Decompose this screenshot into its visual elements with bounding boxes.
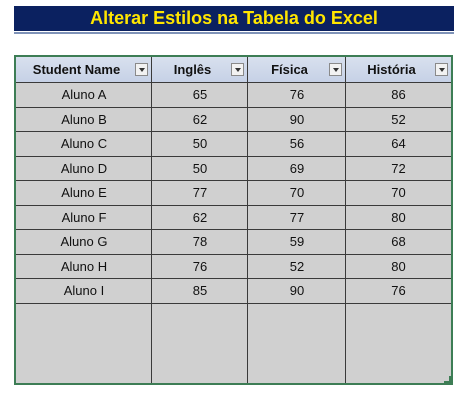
table-row[interactable]: Aluno G 78 59 68	[16, 230, 451, 255]
table-row[interactable]: Aluno B 62 90 52	[16, 108, 451, 132]
chevron-down-icon	[138, 67, 145, 72]
cell-ingles[interactable]: 76	[192, 258, 208, 274]
page-title: Alterar Estilos na Tabela do Excel	[90, 8, 378, 28]
column-header-label: Inglês	[173, 62, 212, 77]
cell-fisica[interactable]: 52	[289, 258, 305, 274]
table-row[interactable]: Aluno E 77 70 70	[16, 181, 451, 206]
cell-student-name[interactable]: Aluno G	[60, 234, 108, 250]
cell-ingles[interactable]: 77	[192, 185, 208, 201]
cell-ingles[interactable]: 78	[192, 234, 208, 250]
excel-table: Student Name Inglês Física História	[14, 55, 453, 385]
filter-dropdown-button[interactable]	[329, 63, 342, 76]
cell-historia[interactable]: 52	[391, 111, 406, 127]
column-header-ingles[interactable]: Inglês	[152, 57, 248, 82]
cell-historia[interactable]: 68	[391, 234, 406, 250]
cell-ingles[interactable]: 65	[192, 87, 208, 103]
cell-historia[interactable]: 80	[391, 209, 406, 225]
table-row[interactable]: Aluno H 76 52 80	[16, 255, 451, 279]
cell-student-name[interactable]: Aluno C	[60, 136, 108, 152]
cell-historia[interactable]: 76	[391, 283, 406, 299]
table-row[interactable]: Aluno A 65 76 86	[16, 83, 451, 108]
cell-student-name[interactable]: Aluno F	[61, 209, 107, 225]
column-header-label: Student Name	[32, 62, 121, 77]
table-header-row: Student Name Inglês Física História	[16, 57, 451, 83]
cell-historia[interactable]: 64	[391, 136, 406, 152]
cell-historia[interactable]: 86	[391, 87, 406, 103]
table-body: Aluno A 65 76 86 Aluno B 62 90 52 Aluno …	[16, 83, 451, 383]
title-underline	[14, 32, 454, 34]
table-row[interactable]: Aluno C 50 56 64	[16, 132, 451, 157]
cell-student-name[interactable]: Aluno H	[60, 258, 108, 274]
column-header-fisica[interactable]: Física	[248, 57, 346, 82]
cell-ingles[interactable]: 50	[192, 160, 208, 176]
cell-fisica[interactable]: 69	[289, 160, 305, 176]
cell-fisica[interactable]: 90	[289, 283, 305, 299]
table-row[interactable]: Aluno D 50 69 72	[16, 157, 451, 181]
cell-historia[interactable]: 80	[391, 258, 406, 274]
cell-fisica[interactable]: 59	[289, 234, 305, 250]
cell-historia[interactable]: 72	[391, 160, 406, 176]
chevron-down-icon	[438, 67, 445, 72]
column-header-student-name[interactable]: Student Name	[16, 57, 152, 82]
column-header-label: História	[367, 62, 416, 77]
filter-dropdown-button[interactable]	[231, 63, 244, 76]
filter-dropdown-button[interactable]	[135, 63, 148, 76]
cell-ingles[interactable]: 85	[192, 283, 208, 299]
cell-student-name[interactable]: Aluno D	[60, 160, 108, 176]
table-resize-handle[interactable]	[444, 376, 451, 383]
cell-ingles[interactable]: 62	[192, 209, 208, 225]
cell-student-name[interactable]: Aluno B	[61, 111, 107, 127]
column-header-historia[interactable]: História	[346, 57, 451, 82]
chevron-down-icon	[332, 67, 339, 72]
column-header-label: Física	[271, 62, 308, 77]
table-row[interactable]: Aluno I 85 90 76	[16, 279, 451, 304]
cell-ingles[interactable]: 62	[192, 111, 208, 127]
filter-dropdown-button[interactable]	[435, 63, 448, 76]
cell-student-name[interactable]: Aluno A	[61, 87, 107, 103]
cell-fisica[interactable]: 56	[289, 136, 305, 152]
title-banner: Alterar Estilos na Tabela do Excel	[14, 6, 454, 31]
cell-fisica[interactable]: 77	[289, 209, 305, 225]
cell-fisica[interactable]: 90	[289, 111, 305, 127]
cell-student-name[interactable]: Aluno I	[63, 283, 105, 299]
chevron-down-icon	[234, 67, 241, 72]
cell-ingles[interactable]: 50	[192, 136, 208, 152]
cell-student-name[interactable]: Aluno E	[61, 185, 107, 201]
cell-historia[interactable]: 70	[391, 185, 406, 201]
table-row[interactable]: Aluno F 62 77 80	[16, 206, 451, 230]
cell-fisica[interactable]: 70	[289, 185, 305, 201]
cell-fisica[interactable]: 76	[289, 87, 305, 103]
